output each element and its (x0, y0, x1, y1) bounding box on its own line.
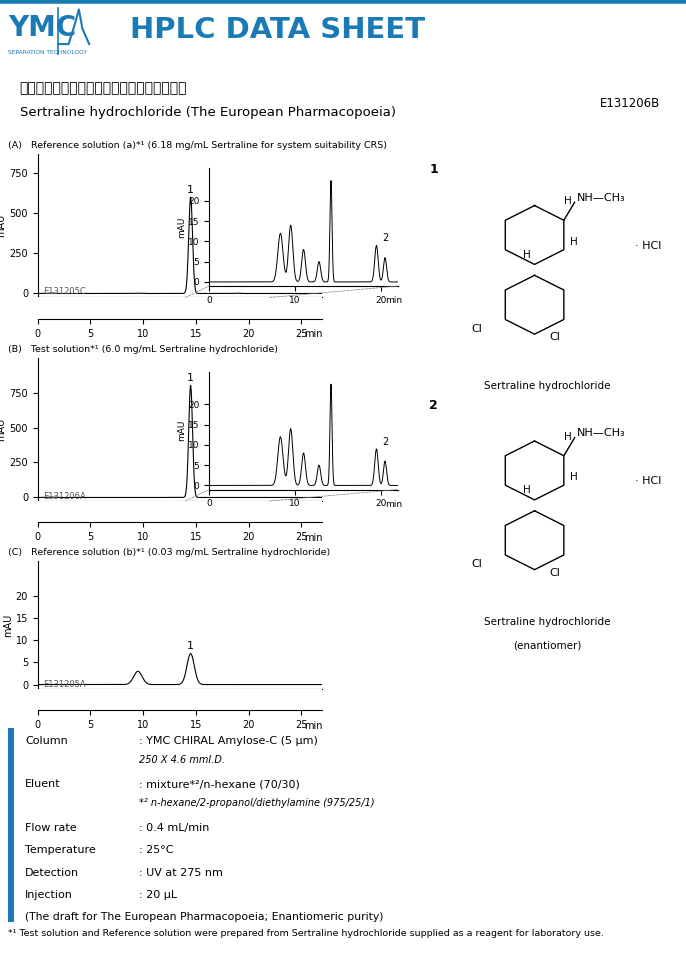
Text: : 25°C: : 25°C (139, 845, 174, 856)
Text: H: H (523, 485, 531, 495)
Text: YMC: YMC (8, 15, 76, 43)
Text: E131206B: E131206B (600, 97, 661, 110)
Text: H: H (569, 472, 577, 482)
Text: (enantiomer): (enantiomer) (513, 641, 581, 650)
Text: : 20 μL: : 20 μL (139, 891, 177, 900)
Y-axis label: mAU: mAU (0, 418, 7, 441)
Text: 1: 1 (187, 641, 194, 651)
Text: Cl: Cl (549, 332, 560, 342)
Text: Injection: Injection (25, 891, 73, 900)
Text: HPLC DATA SHEET: HPLC DATA SHEET (130, 16, 425, 45)
Text: セルトラリン塔酸塩（欧州薬局方記載条件）: セルトラリン塔酸塩（欧州薬局方記載条件） (20, 80, 187, 95)
Text: min: min (385, 297, 402, 305)
Text: NH—CH₃: NH—CH₃ (577, 193, 626, 203)
Y-axis label: mAU: mAU (178, 420, 187, 442)
Text: E131205C: E131205C (43, 288, 86, 297)
Text: Cl: Cl (471, 324, 482, 333)
Text: Cl: Cl (549, 568, 560, 578)
Text: *² n-hexane/2-propanol/diethylamine (975/25/1): *² n-hexane/2-propanol/diethylamine (975… (139, 798, 375, 808)
Text: (A)   Reference solution (a)*¹ (6.18 mg/mL Sertraline for system suitability CRS: (A) Reference solution (a)*¹ (6.18 mg/mL… (8, 141, 387, 150)
Text: 1: 1 (187, 185, 194, 195)
Text: H: H (523, 250, 531, 260)
Text: Detection: Detection (25, 867, 79, 878)
Text: min: min (304, 721, 322, 731)
Text: Temperature: Temperature (25, 845, 96, 856)
Text: Sertraline hydrochloride: Sertraline hydrochloride (484, 616, 611, 627)
Text: Sertraline hydrochloride (The European Pharmacopoeia): Sertraline hydrochloride (The European P… (20, 106, 396, 119)
Text: (The draft for The European Pharmacopoeia; Enantiomeric purity): (The draft for The European Pharmacopoei… (25, 913, 383, 922)
Text: · HCl: · HCl (635, 477, 661, 486)
Text: H: H (565, 431, 572, 442)
Text: Column: Column (25, 735, 68, 745)
Bar (8, 728, 14, 922)
Text: E131206A: E131206A (43, 491, 86, 501)
Text: *¹ Test solution and Reference solution were prepared from Sertraline hydrochlor: *¹ Test solution and Reference solution … (8, 929, 604, 938)
Text: NH—CH₃: NH—CH₃ (577, 428, 626, 438)
Y-axis label: mAU: mAU (0, 214, 7, 237)
Text: : YMC CHIRAL Amylose-C (5 μm): : YMC CHIRAL Amylose-C (5 μm) (139, 735, 318, 745)
Text: H: H (565, 196, 572, 206)
Text: H: H (569, 236, 577, 246)
Text: min: min (304, 329, 322, 339)
Text: 2: 2 (429, 398, 438, 412)
Text: : 0.4 mL/min: : 0.4 mL/min (139, 823, 209, 833)
Text: E131205A: E131205A (43, 679, 86, 689)
Text: 1: 1 (187, 373, 194, 383)
Text: Eluent: Eluent (25, 779, 60, 789)
Text: (C)   Reference solution (b)*¹ (0.03 mg/mL Sertraline hydrochloride): (C) Reference solution (b)*¹ (0.03 mg/mL… (8, 548, 331, 557)
Text: Cl: Cl (471, 559, 482, 569)
Y-axis label: mAU: mAU (3, 613, 13, 637)
Text: (B)   Test solution*¹ (6.0 mg/mL Sertraline hydrochloride): (B) Test solution*¹ (6.0 mg/mL Sertralin… (8, 345, 279, 354)
Y-axis label: mAU: mAU (178, 216, 187, 238)
Text: · HCl: · HCl (635, 241, 661, 251)
Text: 250 X 4.6 mmI.D.: 250 X 4.6 mmI.D. (139, 755, 225, 765)
Text: Flow rate: Flow rate (25, 823, 77, 833)
Text: 1: 1 (429, 163, 438, 176)
Text: 2: 2 (382, 437, 388, 447)
Text: 2: 2 (382, 234, 388, 243)
Text: : mixture*²/n-hexane (70/30): : mixture*²/n-hexane (70/30) (139, 779, 300, 789)
Text: min: min (385, 500, 402, 509)
Text: Sertraline hydrochloride: Sertraline hydrochloride (484, 381, 611, 391)
Text: SEPARATION TECHNOLOGY: SEPARATION TECHNOLOGY (8, 50, 87, 55)
Text: : UV at 275 nm: : UV at 275 nm (139, 867, 223, 878)
Text: min: min (304, 533, 322, 543)
